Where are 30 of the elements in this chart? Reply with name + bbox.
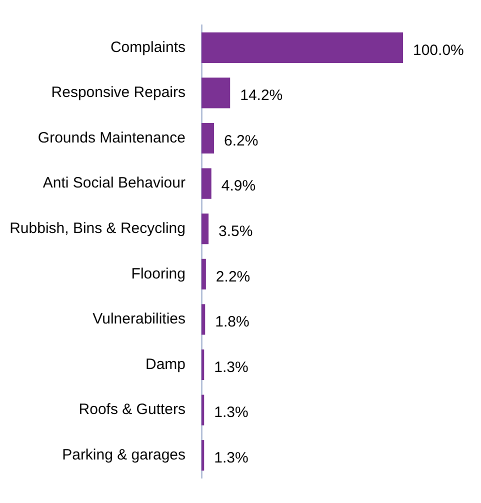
y-tick-label: Roofs & Gutters (78, 401, 186, 418)
data-label: 100.0% (413, 42, 464, 59)
data-label: 1.3% (214, 404, 248, 422)
bar (202, 214, 209, 244)
y-tick-label: Damp (145, 356, 186, 373)
data-label: 6.2% (224, 132, 258, 150)
data-label: 14.2% (240, 87, 283, 104)
bar (202, 349, 204, 380)
data-label: 4.9% (221, 178, 256, 195)
y-tick-label: Parking & garages (62, 446, 186, 464)
y-tick-label: Rubbish, Bins & Recycling (10, 220, 186, 237)
bar (202, 78, 230, 108)
y-tick-label: Complaints (110, 38, 186, 56)
bar (202, 258, 206, 290)
y-tick-label: Anti Social Behaviour (42, 174, 186, 192)
data-label: 2.2% (216, 268, 250, 286)
y-tick-label: Flooring (131, 265, 186, 282)
data-label: 1.8% (215, 314, 250, 331)
data-label: 1.3% (214, 449, 248, 466)
bar (202, 168, 212, 199)
bar (202, 304, 206, 335)
bar (202, 32, 403, 63)
y-tick-label: Grounds Maintenance (38, 129, 186, 146)
bar (202, 122, 214, 154)
y-tick-label: Responsive Repairs (51, 84, 186, 102)
y-tick-label: Vulnerabilities (92, 310, 186, 328)
bar (202, 440, 204, 471)
data-label: 1.3% (214, 358, 248, 376)
data-label: 3.5% (218, 222, 253, 240)
bar (202, 394, 204, 426)
